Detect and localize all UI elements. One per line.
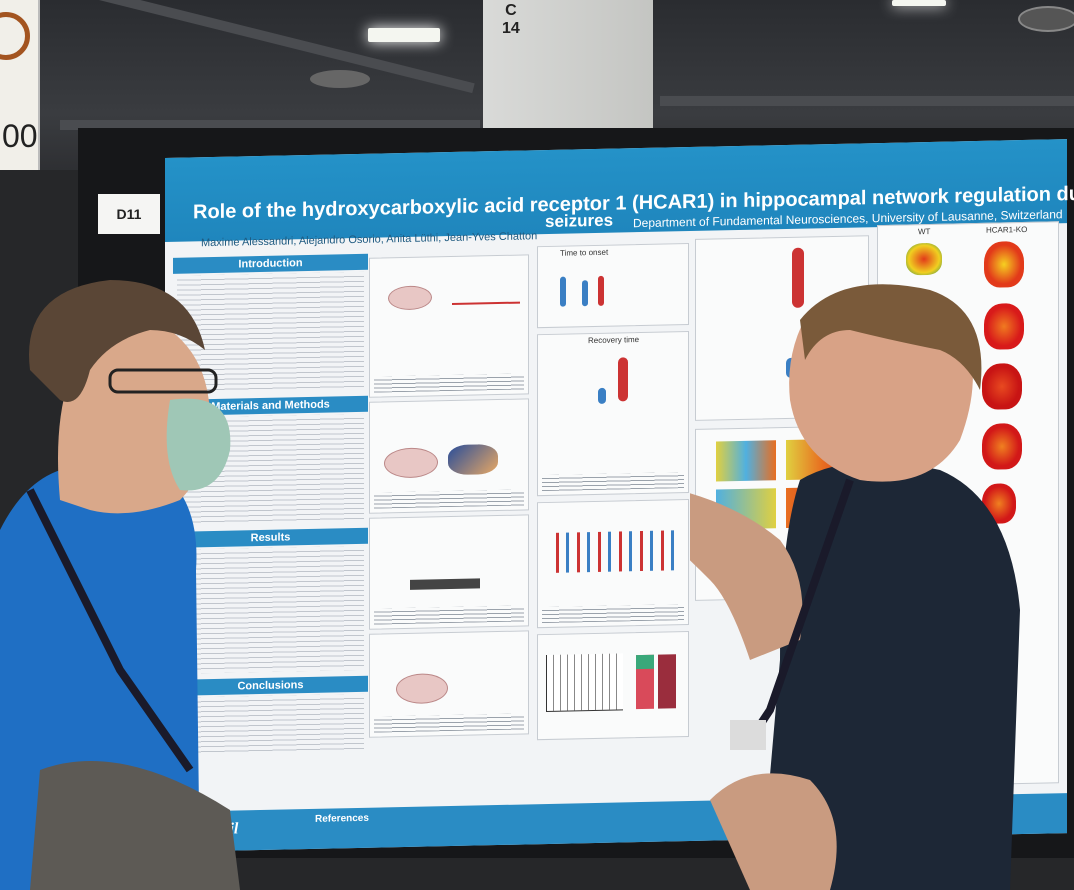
figure-caption	[374, 605, 524, 625]
violin-mark	[560, 276, 566, 307]
figure-panel	[369, 398, 529, 514]
brain-slice	[396, 673, 448, 705]
sign-number: 00	[2, 118, 38, 154]
hand	[710, 773, 837, 890]
survival-plot	[546, 653, 623, 713]
hair	[29, 280, 205, 402]
heatmap-brain	[906, 242, 942, 276]
brain-slice	[388, 285, 432, 311]
figure-panel	[369, 254, 529, 398]
hall-sign: 00	[0, 0, 40, 175]
violin-mark	[598, 387, 606, 404]
ceiling-light	[368, 28, 440, 42]
booth-tag: D11	[98, 194, 160, 234]
stacked-bar	[658, 654, 676, 709]
pillar-label: C 14	[502, 2, 520, 37]
glasses	[108, 368, 218, 394]
pointing-arm	[690, 493, 803, 660]
references-heading: References	[315, 812, 369, 825]
person-right	[690, 284, 1020, 890]
ceiling-beam	[45, 0, 475, 94]
ceiling-vent	[310, 70, 370, 88]
microscopy-image	[448, 444, 498, 476]
ceiling-light	[892, 0, 946, 6]
violin-mark	[618, 357, 628, 402]
figure-caption	[542, 604, 684, 624]
violin-mark	[598, 275, 604, 306]
hair	[800, 284, 982, 390]
chart-label: Time to onset	[560, 247, 609, 258]
hall-pillar	[483, 0, 653, 150]
face-mask	[166, 398, 231, 491]
figure-panel	[537, 499, 689, 629]
violin-mark	[582, 280, 588, 307]
lanyard	[26, 488, 194, 773]
stacked-bar-segment	[636, 654, 654, 670]
chart-label: WT	[918, 226, 931, 237]
chart-label: HCAR1-KO	[986, 224, 1028, 235]
ceiling-vent	[1018, 6, 1074, 32]
figure-panel	[369, 630, 529, 738]
person-left	[0, 280, 240, 890]
ceiling-beam	[60, 120, 480, 130]
sign-logo-ring	[0, 12, 30, 60]
badge-clip	[730, 720, 766, 750]
figure-panel: Recovery time	[537, 331, 689, 497]
figure-caption	[374, 713, 524, 733]
ceiling-beam	[660, 96, 1074, 106]
trace-plot	[452, 271, 520, 305]
chart-label: Recovery time	[588, 335, 640, 346]
figure-caption	[374, 373, 524, 393]
setup-diagram	[410, 578, 480, 590]
figure-panel: Time to onset	[537, 243, 689, 329]
figure-caption	[542, 472, 684, 492]
navy-shirt	[760, 462, 1020, 890]
brain-slice	[384, 447, 438, 479]
violin-row	[548, 530, 678, 573]
figure-panel	[537, 631, 689, 741]
poster-title-line2: seizures	[545, 210, 614, 232]
grey-coat	[30, 761, 240, 890]
figure-caption	[374, 489, 524, 509]
figure-panel	[369, 514, 529, 630]
